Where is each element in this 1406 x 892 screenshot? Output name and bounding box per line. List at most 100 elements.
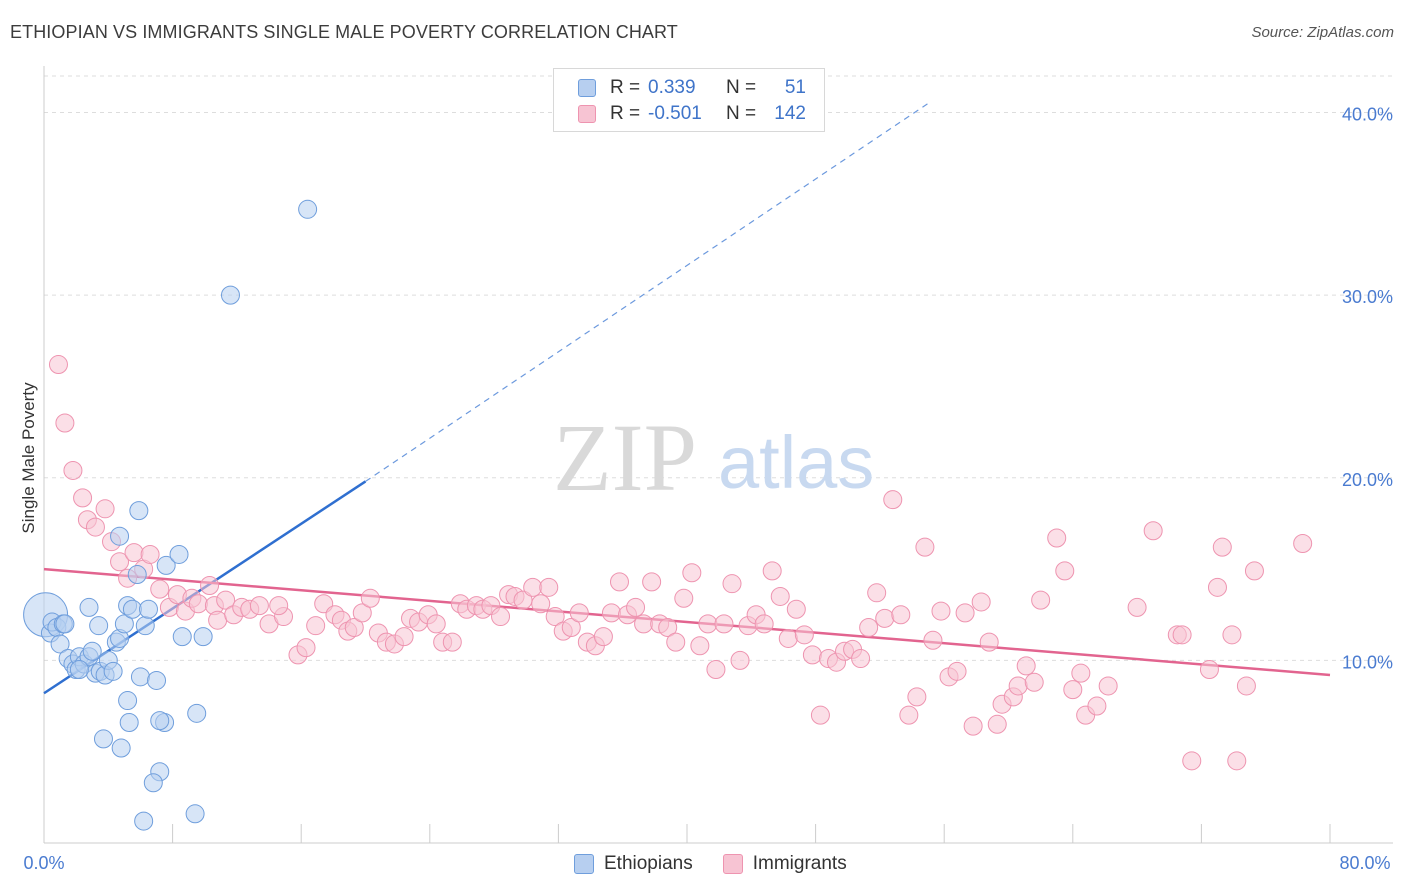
immigrants-point	[682, 563, 702, 583]
immigrants-point	[1227, 751, 1247, 771]
immigrants-point	[706, 660, 726, 680]
immigrants-point	[1016, 656, 1036, 676]
immigrants-point	[1087, 696, 1107, 716]
n-value: 51	[784, 77, 806, 98]
immigrants-point	[208, 610, 228, 630]
ethiopians-point	[93, 729, 113, 749]
immigrants-trend-line	[43, 567, 1331, 677]
immigrants-point	[140, 544, 160, 564]
r-label: R =	[610, 103, 641, 124]
y-tick-label: 10.0%	[1342, 652, 1393, 672]
x-tick-label: 0.0%	[23, 853, 64, 873]
immigrants-point	[722, 574, 742, 594]
legend-label-immigrants: Immigrants	[752, 853, 847, 874]
immigrants-point	[1024, 672, 1044, 692]
immigrants-point	[810, 705, 830, 725]
ethiopians-point	[135, 616, 155, 636]
immigrants-point	[531, 594, 551, 614]
immigrants-point	[1172, 625, 1192, 645]
immigrants-point	[1199, 660, 1219, 680]
immigrants-point	[426, 614, 446, 634]
immigrants-point	[923, 630, 943, 650]
ethiopians-point	[187, 703, 207, 723]
legend-row-ethiopians: R = 0.339 N = 51	[578, 75, 806, 101]
ethiopians-point	[114, 614, 134, 634]
ethiopians-swatch	[574, 854, 594, 874]
r-value: -0.501	[648, 103, 702, 124]
immigrants-point	[867, 583, 887, 603]
ethiopians-trend-dashed	[365, 102, 929, 482]
immigrants-point	[1071, 663, 1091, 683]
y-tick-label: 30.0%	[1342, 287, 1393, 307]
immigrants-point	[63, 460, 83, 480]
legend-item-immigrants[interactable]: Immigrants	[722, 853, 847, 875]
ethiopians-point	[79, 597, 99, 617]
immigrants-point	[1008, 676, 1028, 696]
immigrants-point	[642, 572, 662, 592]
immigrants-point	[802, 645, 822, 665]
immigrants-point	[1055, 561, 1075, 581]
y-axis-label: Single Male Poverty	[19, 382, 38, 534]
immigrants-point	[1222, 625, 1242, 645]
ethiopians-points	[23, 199, 318, 831]
immigrants-point	[634, 614, 654, 634]
immigrants-point	[1182, 751, 1202, 771]
ethiopians-point	[138, 599, 158, 619]
immigrants-point	[899, 705, 919, 725]
immigrants-point	[306, 616, 326, 636]
ethiopians-point	[134, 811, 154, 831]
chart-title: ETHIOPIAN VS IMMIGRANTS SINGLE MALE POVE…	[10, 22, 678, 42]
ethiopians-point	[111, 738, 131, 758]
immigrants-point	[1293, 534, 1313, 554]
immigrants-point	[859, 618, 879, 638]
immigrants-point	[891, 605, 911, 625]
immigrants-point	[754, 614, 774, 634]
immigrants-point	[344, 618, 364, 638]
immigrants-point	[491, 607, 511, 627]
ethiopians-point	[103, 661, 123, 681]
tick-labels: 10.0% 20.0% 30.0% 40.0% 0.0% 80.0%	[23, 105, 1393, 873]
grid-lines	[44, 75, 1393, 661]
immigrants-swatch	[722, 854, 743, 874]
immigrants-point	[698, 614, 718, 634]
immigrants-point	[666, 632, 686, 652]
immigrants-point	[188, 594, 208, 614]
y-tick-label: 20.0%	[1342, 470, 1393, 490]
n-label: N =	[726, 103, 757, 124]
ethiopians-point	[143, 773, 163, 793]
immigrants-point	[545, 607, 565, 627]
immigrants-point	[1212, 537, 1232, 557]
stats-legend: R = 0.339 N = 51 R = -0.501 N = 142	[553, 68, 825, 132]
legend-item-ethiopians[interactable]: Ethiopians	[574, 853, 693, 875]
immigrants-point	[987, 714, 1007, 734]
immigrants-point	[609, 572, 629, 592]
series-legend: Ethiopians Immigrants	[574, 853, 877, 875]
immigrants-point	[55, 413, 75, 433]
immigrants-point	[794, 625, 814, 645]
immigrants-point	[442, 632, 462, 652]
source-label: Source: ZipAtlas.com	[1251, 24, 1394, 41]
immigrants-point	[1063, 680, 1083, 700]
legend-row-immigrants: R = -0.501 N = 142	[578, 101, 806, 127]
immigrants-point	[1244, 561, 1264, 581]
immigrants-point	[971, 592, 991, 612]
ethiopians-point	[69, 660, 89, 680]
immigrants-point	[1031, 590, 1051, 610]
immigrants-point	[296, 638, 316, 658]
immigrants-point	[48, 355, 68, 375]
x-tick-label: 80.0%	[1339, 853, 1390, 873]
ethiopians-point	[185, 804, 205, 824]
immigrants-point	[778, 628, 798, 648]
immigrants-point	[85, 517, 105, 537]
immigrants-point	[593, 627, 613, 647]
immigrants-point	[523, 577, 543, 597]
y-tick-label: 40.0%	[1342, 105, 1393, 125]
watermark-zip: ZIP	[553, 404, 697, 511]
immigrants-point	[786, 599, 806, 619]
ethiopians-point	[50, 634, 70, 654]
immigrants-point	[1047, 528, 1067, 548]
immigrants-point	[601, 603, 621, 623]
legend-label-ethiopians: Ethiopians	[604, 853, 693, 874]
n-value: 142	[774, 103, 806, 124]
